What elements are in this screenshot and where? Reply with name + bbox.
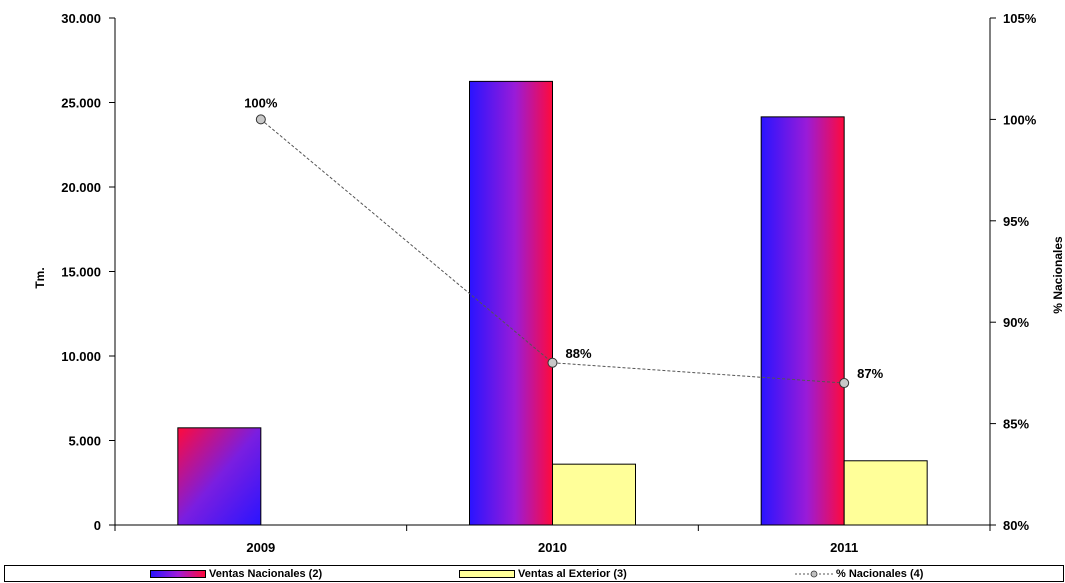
data-label-pct-nacionales: 88% — [566, 346, 592, 361]
y-tick-right-label: 90% — [1003, 315, 1029, 330]
y-axis-title-left: Tm. — [33, 267, 47, 288]
y-tick-left-label: 25.000 — [61, 96, 101, 111]
legend-swatch-ventas-nacionales — [150, 570, 206, 578]
y-tick-left-label: 20.000 — [61, 180, 101, 195]
y-tick-right-label: 105% — [1003, 11, 1037, 26]
point-pct-nacionales — [839, 378, 850, 389]
y-tick-right-label: 95% — [1003, 214, 1029, 229]
bar-ventas-exterior — [843, 460, 928, 526]
y-tick-left-label: 5.000 — [68, 434, 101, 449]
point-pct-nacionales — [255, 114, 266, 125]
chart-plot: 0 5.000 10.000 15.000 20.000 25.000 30.000 80% 8… — [33, 11, 1065, 555]
legend-label-pct-nacionales: % Nacionales (4) — [836, 568, 924, 580]
y-axis-title-right: % Nacionales — [1051, 236, 1065, 314]
bar-ventas-nacionales — [760, 116, 845, 526]
legend-swatch-pct-nacionales — [795, 570, 833, 578]
y-tick-right-label: 100% — [1003, 112, 1037, 127]
legend-label-ventas-exterior: Ventas al Exterior (3) — [518, 568, 627, 580]
legend-swatch-ventas-exterior — [459, 570, 515, 578]
legend: Ventas Nacionales (2) Ventas al Exterior… — [4, 565, 1064, 582]
x-tick-label: 2009 — [246, 540, 275, 555]
y-tick-left-label: 15.000 — [61, 265, 101, 280]
point-pct-nacionales — [547, 357, 558, 368]
legend-label-ventas-nacionales: Ventas Nacionales (2) — [209, 568, 323, 580]
x-tick-label: 2010 — [538, 540, 567, 555]
bar-ventas-exterior — [552, 463, 636, 526]
y-tick-left-label: 30.000 — [61, 11, 101, 26]
legend-item-ventas-exterior: Ventas al Exterior (3) — [459, 567, 627, 581]
data-label-pct-nacionales: 87% — [857, 366, 883, 381]
bar-ventas-nacionales — [177, 427, 262, 526]
legend-item-pct-nacionales: % Nacionales (4) — [795, 567, 923, 581]
line-pct-nacionales — [260, 119, 845, 384]
y-tick-right-label: 80% — [1003, 518, 1029, 533]
x-tick-label: 2011 — [830, 540, 858, 555]
legend-item-ventas-nacionales: Ventas Nacionales (2) — [150, 567, 322, 581]
data-label-pct-nacionales: 100% — [244, 95, 278, 110]
y-tick-right-label: 85% — [1003, 417, 1029, 432]
y-tick-left-label: 0 — [94, 518, 101, 533]
bar-ventas-nacionales — [469, 80, 553, 526]
y-tick-left-label: 10.000 — [61, 349, 101, 364]
